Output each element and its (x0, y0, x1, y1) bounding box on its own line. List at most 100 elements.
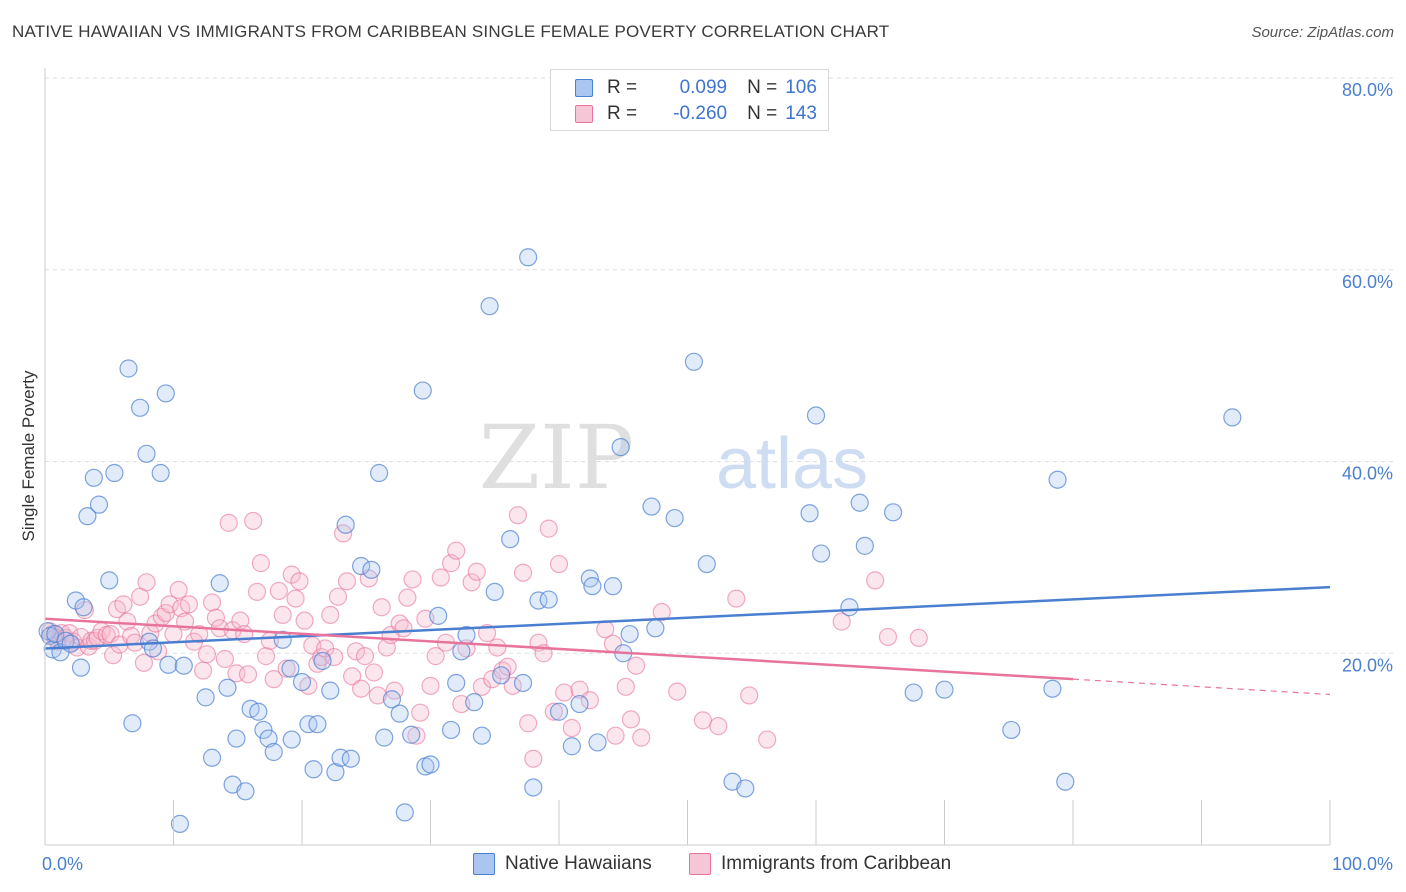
native-hawaiian-point (562, 737, 581, 756)
native-hawaiian-point (519, 248, 538, 267)
legend-n-value: 143 (785, 103, 817, 124)
native-hawaiian-point (89, 495, 109, 514)
caribbean-point (580, 691, 599, 710)
native-hawaiian-point (665, 508, 684, 528)
caribbean-point (101, 624, 120, 644)
y-tick-label: 40.0% (1342, 464, 1393, 484)
caribbean-point (878, 627, 898, 647)
native-hawaiian-point (370, 463, 389, 483)
caribbean-point (488, 638, 507, 657)
native-hawaiian-point (800, 504, 819, 523)
y-tick-label: 60.0% (1342, 272, 1393, 292)
caribbean-point (328, 587, 348, 606)
caribbean-point (467, 562, 486, 581)
bottom-legend-swatch-blue (473, 853, 495, 875)
native-hawaiian-point (292, 672, 312, 692)
native-hawaiian-point (646, 619, 665, 638)
native-hawaiian-point (697, 554, 716, 574)
y-axis-label: Single Female Poverty (19, 370, 38, 542)
caribbean-point (286, 589, 305, 608)
native-hawaiian-point (123, 714, 142, 733)
native-hawaiian-point (236, 782, 255, 801)
caribbean-point (179, 595, 199, 614)
caribbean-point (403, 570, 422, 589)
caribbean-point (247, 582, 267, 601)
caribbean-point (411, 703, 430, 722)
native-hawaiian-point (264, 742, 283, 762)
caribbean-point (325, 647, 344, 667)
native-hawaiian-point (1043, 679, 1062, 698)
caribbean-point (513, 563, 533, 582)
x-tick-label: 0.0% (42, 854, 83, 874)
native-hawaiian-point (883, 503, 903, 522)
native-hawaiian-point (513, 673, 533, 693)
caribbean-point (321, 605, 340, 625)
native-hawaiian-point (259, 729, 278, 748)
caribbean-point (740, 686, 759, 705)
legend-box: R = 0.099 N = 106 R = -0.260 N = 143 (550, 69, 829, 131)
caribbean-point (206, 608, 226, 627)
legend-n-label: N = (747, 103, 778, 124)
native-hawaiian-point (336, 515, 355, 534)
caribbean-point (508, 506, 527, 525)
native-hawaiian-point (452, 642, 471, 661)
legend-row-native-hawaiians: R = 0.099 N = 106 (575, 76, 817, 100)
native-hawaiian-point (421, 755, 440, 774)
native-hawaiian-point (196, 688, 215, 707)
caribbean-point (621, 710, 641, 729)
native-hawaiian-point (539, 590, 558, 609)
native-hawaiian-point (304, 760, 323, 779)
native-hawaiian-point (46, 624, 65, 644)
native-hawaiian-point (227, 729, 246, 748)
caribbean-point (290, 572, 309, 591)
native-hawaiian-point (524, 778, 543, 797)
legend-r-value: -0.260 (673, 103, 728, 124)
native-hawaiian-point (549, 702, 569, 721)
native-hawaiian-point (390, 704, 409, 723)
native-hawaiian-point (66, 591, 85, 610)
native-hawaiian-point (78, 507, 97, 526)
native-hawaiian-point (684, 352, 704, 371)
native-hawaiian-point (736, 779, 755, 798)
caribbean-point (244, 511, 263, 531)
y-tick-label: 80.0% (1342, 80, 1393, 100)
native-hawaiian-point (105, 463, 124, 483)
trend-lines (44, 585, 1331, 696)
caribbean-point (909, 628, 928, 648)
caribbean-point (118, 612, 137, 631)
caribbean-point (431, 568, 450, 587)
native-hawaiian-point (282, 730, 301, 749)
native-hawaiian-point (210, 574, 229, 593)
axes: 20.0% 40.0% 60.0% 80.0% 0.0% 100.0% (42, 68, 1393, 874)
native-hawaiian-point (254, 720, 273, 740)
caribbean-point (190, 624, 209, 644)
legend-row-caribbean: R = -0.260 N = 143 (575, 102, 817, 126)
native-hawaiian-point (904, 683, 923, 702)
caribbean-point (398, 588, 417, 607)
native-hawaiian-point (71, 658, 91, 677)
caribbean-point (134, 653, 154, 672)
native-hawaiian-point (395, 803, 414, 822)
bottom-legend-label: Immigrants from Caribbean (721, 853, 952, 874)
caribbean-point (352, 679, 371, 698)
watermark-zip: ZIP (479, 406, 634, 509)
native-hawaiian-point (1048, 470, 1067, 489)
native-hawaiian-point (218, 678, 237, 697)
native-hawaiian-point (341, 749, 360, 768)
native-hawaiian-point (447, 673, 466, 693)
native-hawaiian-point (465, 693, 484, 712)
caribbean-trend-extension (1072, 678, 1331, 696)
native-hawaiian-point (281, 659, 300, 678)
caribbean-point (407, 726, 426, 745)
caribbean-point (368, 686, 387, 705)
native-hawaiian-point (137, 444, 156, 463)
native-hawaiian-point (492, 666, 511, 685)
caribbean-point (264, 670, 283, 689)
caribbean-point (477, 624, 497, 643)
native-hawaiian-point (382, 690, 402, 709)
caribbean-point (197, 645, 217, 664)
native-hawaiian-point (313, 651, 332, 671)
native-hawaiian-point (249, 702, 268, 721)
caribbean-point (462, 573, 481, 592)
